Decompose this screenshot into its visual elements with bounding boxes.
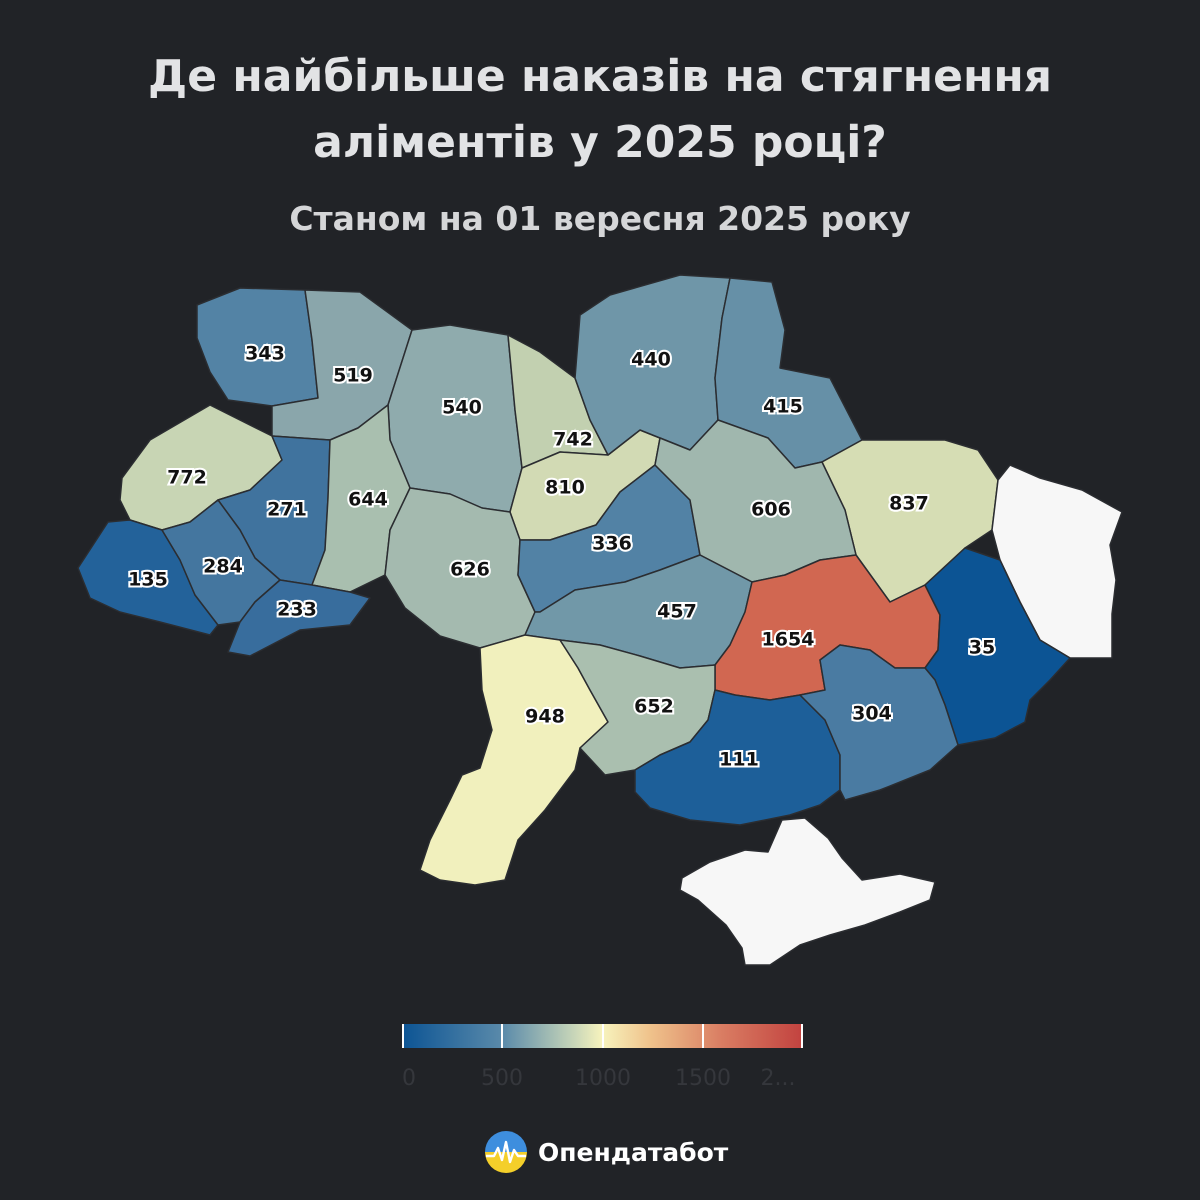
region-label-kharkiv: 837 <box>889 493 929 515</box>
legend-label: 1500 <box>675 1066 731 1091</box>
region-label-cherkasy: 336 <box>592 533 632 555</box>
region-label-chernivtsi: 233 <box>277 599 317 621</box>
legend-label: 500 <box>481 1066 523 1091</box>
region-label-lviv: 772 <box>167 467 207 489</box>
region-label-rivne: 519 <box>333 365 373 387</box>
page-title: Де найбільше наказів на стягнення алімен… <box>0 44 1200 176</box>
region-label-zakarpattia: 135 <box>128 569 168 591</box>
region-label-vinnytsia: 626 <box>450 559 490 581</box>
region-chernivtsi <box>227 579 371 657</box>
legend-tick-mark <box>402 1024 404 1048</box>
legend-label: 1000 <box>575 1066 631 1091</box>
legend-tick-mark <box>501 1024 503 1048</box>
region-label-zaporizhzhia: 304 <box>852 703 892 725</box>
region-label-sumy: 415 <box>763 396 803 418</box>
region-label-chernihiv: 440 <box>631 349 671 371</box>
region-label-kyiv-city: 810 <box>545 477 585 499</box>
region-zaporizhzhia <box>799 644 959 801</box>
region-label-ternopil: 271 <box>267 499 307 521</box>
region-label-kherson: 111 <box>719 749 759 771</box>
brand-name: Опендатабот <box>538 1137 729 1167</box>
region-label-dnipropetrovsk: 1654 <box>762 629 815 651</box>
opendatabot-logo-icon <box>485 1131 527 1173</box>
region-label-zhytomyr: 540 <box>442 397 482 419</box>
region-label-kirovohrad: 457 <box>657 601 697 623</box>
region-crimea <box>679 817 936 966</box>
legend-label: 0 <box>402 1066 416 1091</box>
title-line-2: аліментів у 2025 році? <box>313 117 887 168</box>
legend-tick-mark <box>702 1024 704 1048</box>
region-label-volyn: 343 <box>245 343 285 365</box>
region-donetsk <box>924 547 1071 746</box>
region-label-kyiv: 742 <box>553 429 593 451</box>
region-label-mykolaiv: 652 <box>634 696 674 718</box>
region-label-ivano-frankivsk: 284 <box>203 556 243 578</box>
title-line-1: Де найбільше наказів на стягнення <box>148 51 1052 102</box>
region-label-poltava: 606 <box>751 499 791 521</box>
brand: Опендатабот <box>484 1130 728 1174</box>
legend-tick-mark <box>602 1024 604 1048</box>
region-label-odesa: 948 <box>525 706 565 728</box>
region-label-donetsk: 35 <box>969 637 995 659</box>
legend-tick-mark <box>801 1024 803 1048</box>
page-subtitle: Станом на 01 вересня 2025 року <box>289 199 911 238</box>
legend-label: 2... <box>760 1066 796 1091</box>
region-label-khmelnytskyi: 644 <box>348 489 388 511</box>
